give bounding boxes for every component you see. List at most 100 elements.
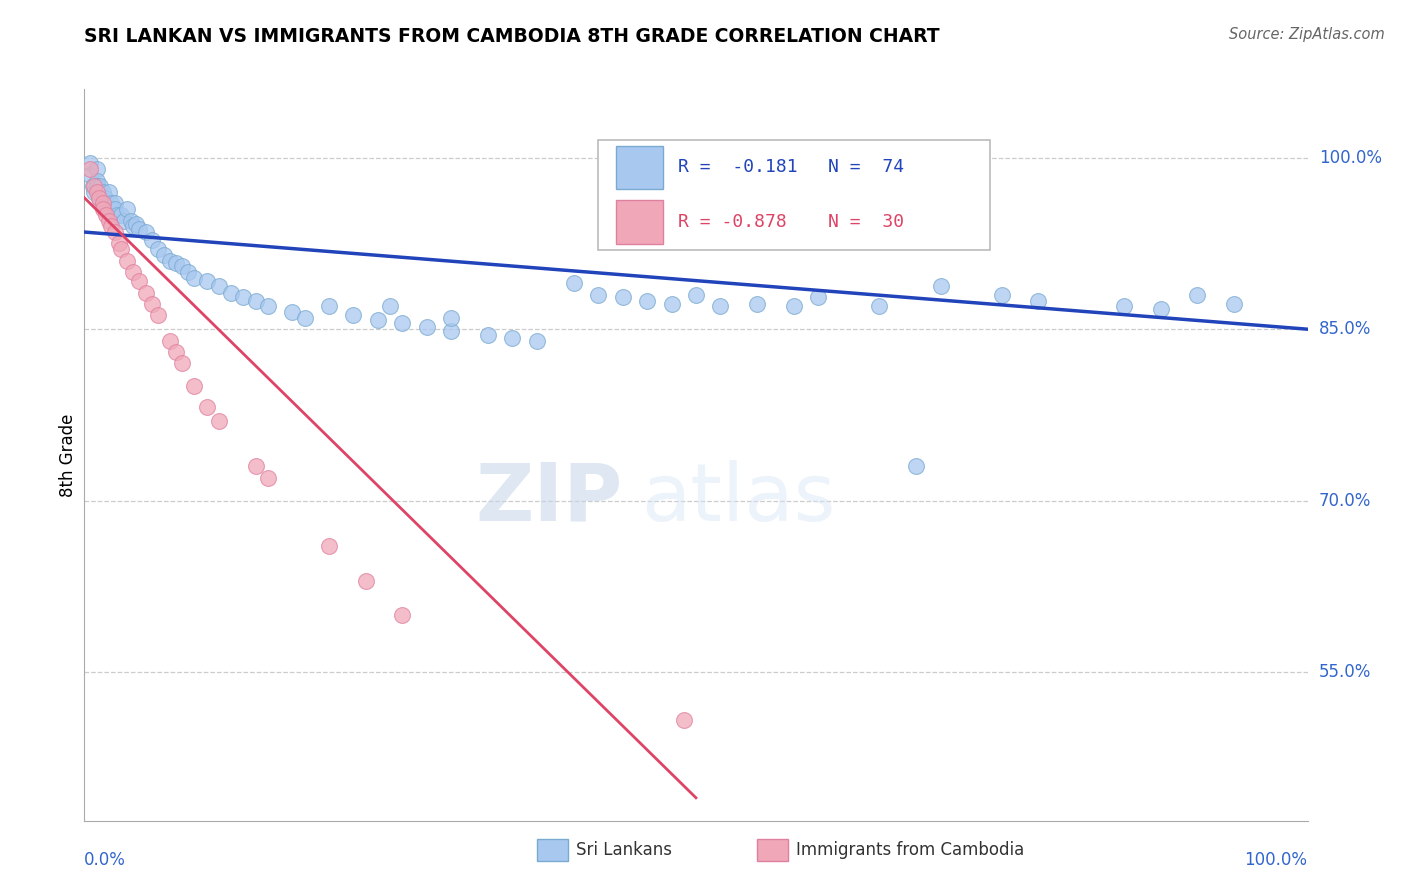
Point [87, 191, 110, 205]
Point [91, 185, 114, 199]
Point [86, 174, 108, 188]
Point [104, 196, 127, 211]
Point [122, 219, 145, 234]
Point [501, 331, 523, 345]
Point [105, 208, 128, 222]
Text: N =  74: N = 74 [828, 159, 904, 177]
Point [96, 199, 118, 213]
Point [141, 233, 163, 247]
Point [257, 299, 280, 313]
Point [104, 225, 127, 239]
Point [165, 256, 187, 270]
Point [183, 270, 205, 285]
Point [1187, 288, 1209, 302]
Point [195, 274, 218, 288]
Point [128, 221, 150, 235]
Text: R = -0.878: R = -0.878 [678, 213, 786, 231]
Point [87, 185, 110, 199]
Point [104, 202, 127, 217]
Point [79, 156, 101, 170]
Text: atlas: atlas [641, 459, 835, 538]
Text: R =  -0.181: R = -0.181 [678, 159, 797, 177]
Point [257, 471, 280, 485]
Point [783, 299, 806, 313]
Point [586, 288, 609, 302]
Point [86, 185, 108, 199]
Text: N =  30: N = 30 [828, 213, 904, 231]
Point [281, 305, 304, 319]
Point [135, 225, 157, 239]
Point [97, 213, 120, 227]
Point [91, 202, 114, 217]
Point [342, 309, 364, 323]
Point [195, 400, 218, 414]
Point [219, 285, 242, 300]
Text: 0.0%: 0.0% [84, 851, 127, 869]
Point [477, 327, 499, 342]
Point [391, 317, 413, 331]
Text: ZIP: ZIP [475, 459, 623, 538]
Point [440, 310, 463, 325]
Text: 100.0%: 100.0% [1319, 149, 1382, 167]
Point [929, 278, 952, 293]
Point [1028, 293, 1050, 308]
Point [135, 285, 157, 300]
Bar [537, 838, 568, 861]
Point [245, 293, 267, 308]
Point [245, 459, 267, 474]
Point [208, 414, 231, 428]
Point [153, 248, 176, 262]
Point [440, 325, 463, 339]
Point [905, 459, 928, 474]
Bar [616, 145, 664, 189]
Text: 100.0%: 100.0% [1244, 851, 1308, 869]
Point [110, 242, 132, 256]
Point [747, 297, 769, 311]
Point [120, 213, 142, 227]
Point [110, 208, 132, 222]
Point [172, 356, 194, 371]
Point [94, 191, 117, 205]
Point [1150, 301, 1173, 316]
Point [318, 539, 340, 553]
Text: 85.0%: 85.0% [1319, 320, 1371, 338]
Point [112, 213, 135, 227]
Y-axis label: 8th Grade: 8th Grade [59, 413, 77, 497]
Point [661, 297, 683, 311]
Point [562, 277, 585, 291]
Point [115, 253, 138, 268]
Text: Sri Lankans: Sri Lankans [576, 841, 672, 859]
Point [380, 299, 402, 313]
Text: SRI LANKAN VS IMMIGRANTS FROM CAMBODIA 8TH GRADE CORRELATION CHART: SRI LANKAN VS IMMIGRANTS FROM CAMBODIA 8… [84, 27, 941, 45]
Point [354, 574, 377, 588]
Point [146, 309, 169, 323]
Point [125, 217, 148, 231]
Text: 70.0%: 70.0% [1319, 491, 1371, 509]
Point [146, 242, 169, 256]
Point [165, 345, 187, 359]
Point [1114, 299, 1136, 313]
Point [96, 208, 118, 222]
Point [685, 288, 707, 302]
Point [208, 278, 231, 293]
Point [807, 290, 830, 304]
Point [159, 334, 181, 348]
Point [636, 293, 658, 308]
Point [97, 185, 120, 199]
Point [128, 274, 150, 288]
Point [869, 299, 891, 313]
Point [79, 162, 101, 177]
Point [1223, 297, 1246, 311]
Bar [758, 838, 787, 861]
Point [159, 253, 181, 268]
Point [990, 288, 1012, 302]
Point [86, 162, 108, 177]
Point [79, 168, 101, 182]
Point [526, 334, 548, 348]
Point [100, 196, 122, 211]
Point [612, 290, 634, 304]
Point [83, 185, 105, 199]
Point [91, 196, 114, 211]
Text: 55.0%: 55.0% [1319, 663, 1371, 681]
Point [83, 179, 105, 194]
